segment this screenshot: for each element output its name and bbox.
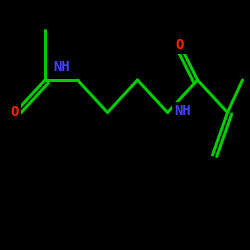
Text: NH: NH xyxy=(53,60,70,74)
Text: O: O xyxy=(176,38,184,52)
Text: NH: NH xyxy=(174,104,191,118)
Text: O: O xyxy=(11,106,19,120)
